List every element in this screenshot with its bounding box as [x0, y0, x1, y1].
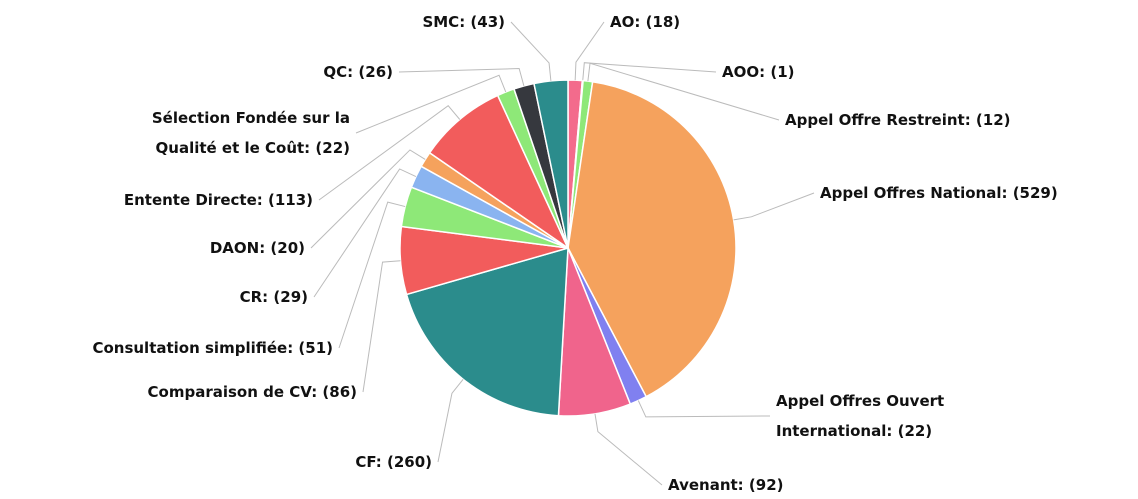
slice-label: QC: (26) — [323, 63, 393, 81]
leader-line — [338, 201, 406, 349]
slice-label: SMC: (43) — [422, 13, 505, 31]
slice-label: AOO: (1) — [722, 63, 794, 81]
leader-line — [582, 62, 717, 81]
slice-label: Entente Directe: (113) — [124, 191, 313, 209]
slice-label: CF: (260) — [355, 453, 432, 471]
slice-label: Avenant: (92) — [668, 476, 783, 494]
leader-line — [310, 149, 426, 249]
slice-label: Appel Offres National: (529) — [820, 184, 1058, 202]
leader-line — [355, 74, 507, 134]
leader-line — [362, 260, 401, 393]
leader-line — [574, 21, 605, 81]
slice-label: Appel Offres Ouvert International: (22) — [776, 392, 944, 440]
leader-line — [594, 413, 663, 486]
slice-label: AO: (18) — [610, 13, 680, 31]
leader-line — [318, 105, 461, 201]
slice-label: Consultation simplifiée: (51) — [92, 339, 333, 357]
slice-label: Appel Offre Restreint: (12) — [785, 111, 1011, 129]
slice-label: Comparaison de CV: (86) — [148, 383, 357, 401]
leader-line — [733, 192, 815, 221]
leader-line — [637, 400, 771, 418]
slice-label: Sélection Fondée sur la Qualité et le Coû… — [152, 109, 350, 157]
slice-label: CR: (29) — [240, 288, 308, 306]
leader-line — [437, 378, 464, 463]
leader-line — [510, 21, 552, 81]
pie-slice — [428, 94, 570, 251]
leader-line — [398, 68, 525, 87]
slice-label: DAON: (20) — [210, 239, 305, 257]
leader-line — [587, 62, 780, 121]
leader-line — [313, 168, 417, 298]
